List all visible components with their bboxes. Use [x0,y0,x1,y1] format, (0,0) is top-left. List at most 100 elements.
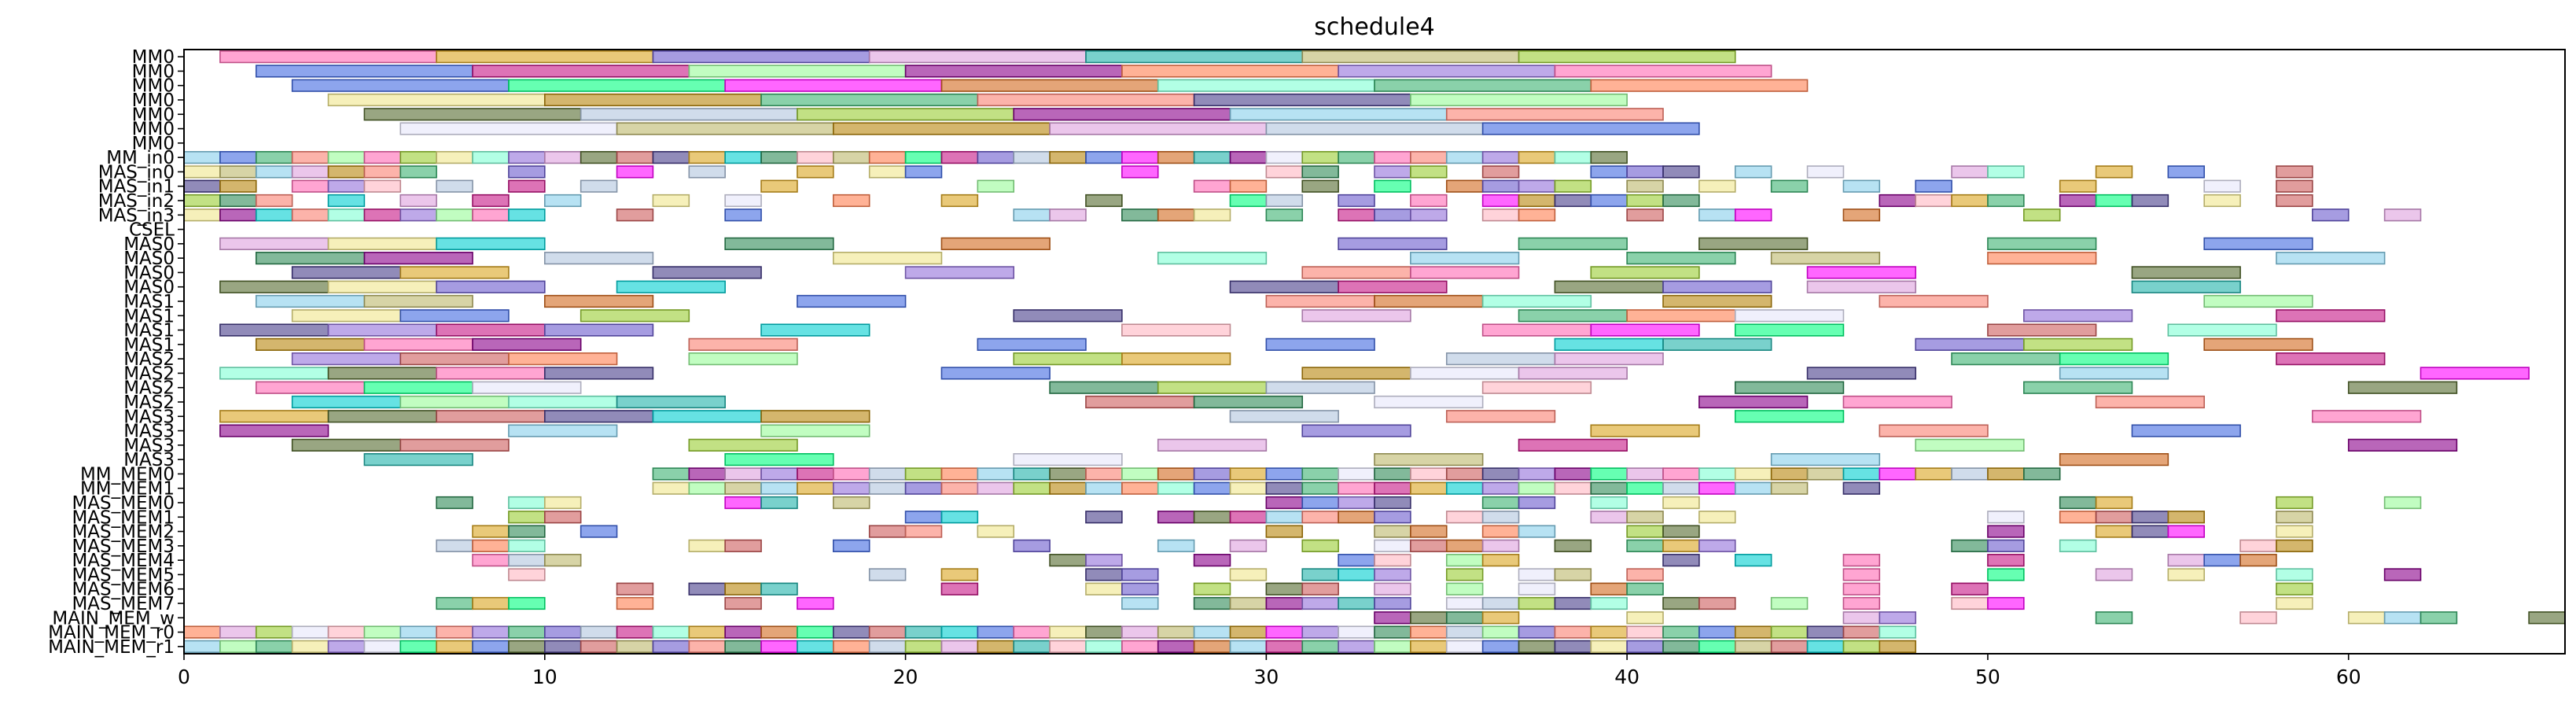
task-bar [833,194,870,208]
task-bar [1193,151,1231,164]
task-bar [399,208,437,222]
task-bar [1626,467,1664,481]
x-tick-label: 20 [893,666,918,688]
task-bar [1121,596,1159,610]
task-bar [652,194,690,208]
task-bar [724,237,834,250]
task-bar [1590,625,1628,639]
task-bar [1662,467,1700,481]
task-bar [219,179,257,193]
task-bar [2023,337,2133,351]
task-bar [1987,194,2025,208]
task-bar [1481,122,1700,135]
task-bar [1698,596,1736,610]
task-bar [1338,511,1375,524]
y-tick-label: MAS_MEM7 [72,594,175,614]
task-bar [616,640,654,653]
task-bar [1554,640,1592,653]
task-bar [1229,640,1268,653]
task-bar [1662,525,1700,538]
task-bar [327,625,366,639]
task-bar [2167,323,2277,337]
task-bar [868,481,907,495]
task-bar [2276,511,2313,524]
task-bar [1265,194,1304,208]
task-bar [291,438,402,452]
task-bar [508,151,546,164]
task-bar [1374,165,1411,179]
task-bar [652,266,762,279]
task-bar [1374,208,1411,222]
task-bar [1374,453,1484,466]
task-bar [1806,280,1916,293]
y-tick-label: MAS0 [123,249,175,269]
task-bar [1590,323,1700,337]
task-bar [1301,179,1339,193]
task-bar [327,93,546,107]
task-bar [363,381,473,394]
task-bar [1987,554,2025,567]
task-bar [1518,496,1556,510]
task-bar [2203,237,2313,250]
task-bar [2095,525,2133,538]
task-bar [2095,511,2133,524]
task-bar [2167,511,2206,524]
task-bar [1013,208,1051,222]
task-bar [2059,539,2097,552]
task-bar [183,165,221,179]
task-bar [1085,554,1123,567]
task-bar [327,179,366,193]
task-bar [219,280,329,293]
task-bar [724,453,834,466]
task-bar [1554,596,1592,610]
task-bar [1951,352,2061,366]
task-bar [652,410,762,423]
task-bar [1049,625,1087,639]
task-bar [1951,596,1989,610]
task-bar [436,208,473,222]
task-bar [1806,640,1845,653]
task-bar [363,640,402,653]
task-bar [1554,568,1592,581]
task-bar [1879,294,1989,308]
task-bar [797,481,834,495]
task-bar [1374,79,1592,92]
task-bar [1770,252,1881,265]
task-bar [1229,539,1268,552]
task-bar [1121,323,1231,337]
task-bar [1193,511,1231,524]
task-bar [1445,481,1484,495]
task-bar [508,640,546,653]
task-bar [1157,438,1268,452]
task-bar [1374,496,1411,510]
task-bar [1481,554,1520,567]
task-bar [1193,179,1231,193]
task-bar [508,596,546,610]
task-bar [1590,467,1628,481]
task-bar [797,294,907,308]
task-bar [1481,511,1520,524]
task-bar [2023,208,2061,222]
task-bar [1265,381,1375,394]
task-bar [1265,496,1304,510]
task-bar [1374,611,1411,625]
task-bar [1410,611,1448,625]
task-bar [1662,280,1772,293]
task-bar [1481,640,1520,653]
task-bar [1338,554,1375,567]
task-bar [1265,596,1304,610]
task-bar [1265,294,1375,308]
task-bar [1410,151,1448,164]
task-bar [616,596,654,610]
task-bar [399,266,510,279]
task-bar [1590,151,1628,164]
task-bar [1770,596,1809,610]
task-bar [1662,481,1700,495]
task-bar [472,625,510,639]
task-bar [1338,65,1556,78]
task-bar [2167,165,2206,179]
task-bar [436,237,546,250]
task-bar [1301,568,1339,581]
x-tick-label: 30 [1253,666,1279,688]
task-bar [760,481,798,495]
